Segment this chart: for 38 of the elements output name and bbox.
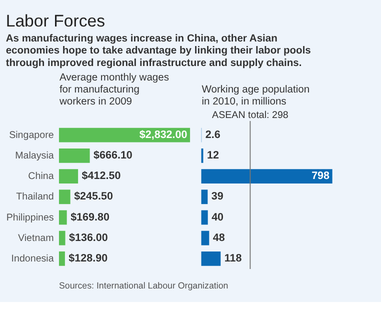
chart-subtitle: As manufacturing wages increase in China, other Asian economies hope to take advantage by linking their labor pools through improved regional infrastructure and supply chains. [6,33,312,69]
x-axis-title: Average monthly wages for manufacturing workers in 2009 [58,72,169,108]
bar [58,230,66,246]
y-tick-label: Thailand [16,192,54,203]
data-label: $136.00 [69,232,108,244]
bar [58,148,90,163]
bar [201,230,210,246]
bar [201,169,332,184]
y-tick-label: Malaysia [15,150,54,162]
bar [58,190,70,204]
bar [201,190,208,204]
data-label: $128.90 [68,252,108,264]
data-label: 2.6 [205,128,220,141]
data-label: 12 [206,149,219,162]
data-label: $2,832.00 [139,128,188,141]
data-label: 39 [211,190,224,203]
data-label: 798 [312,170,330,182]
data-label: 48 [212,232,225,244]
y-tick-label: Indonesia [11,253,54,264]
data-label: 118 [224,252,242,264]
source-note: Sources: International Labour Organization [58,280,228,291]
y-tick-label: China [28,171,54,182]
y-tick-label: Vietnam [18,232,54,244]
y-tick-label: Singapore [9,130,54,141]
bar [58,169,78,184]
data-label: $169.80 [70,211,110,224]
data-label: $412.50 [82,170,121,182]
chart-title: Labor Forces [6,11,106,30]
data-label: 40 [212,211,224,224]
ref-line-label: ASEAN total: 298 [212,110,289,122]
data-label: $666.10 [94,149,132,162]
bar [201,210,208,225]
bar [58,251,65,266]
y-tick-label: Philippines [6,212,54,224]
bar [201,251,221,266]
bar [58,210,67,225]
x-axis-title: Working age population in 2010, in millions [202,84,310,108]
data-label: $245.50 [74,190,113,203]
